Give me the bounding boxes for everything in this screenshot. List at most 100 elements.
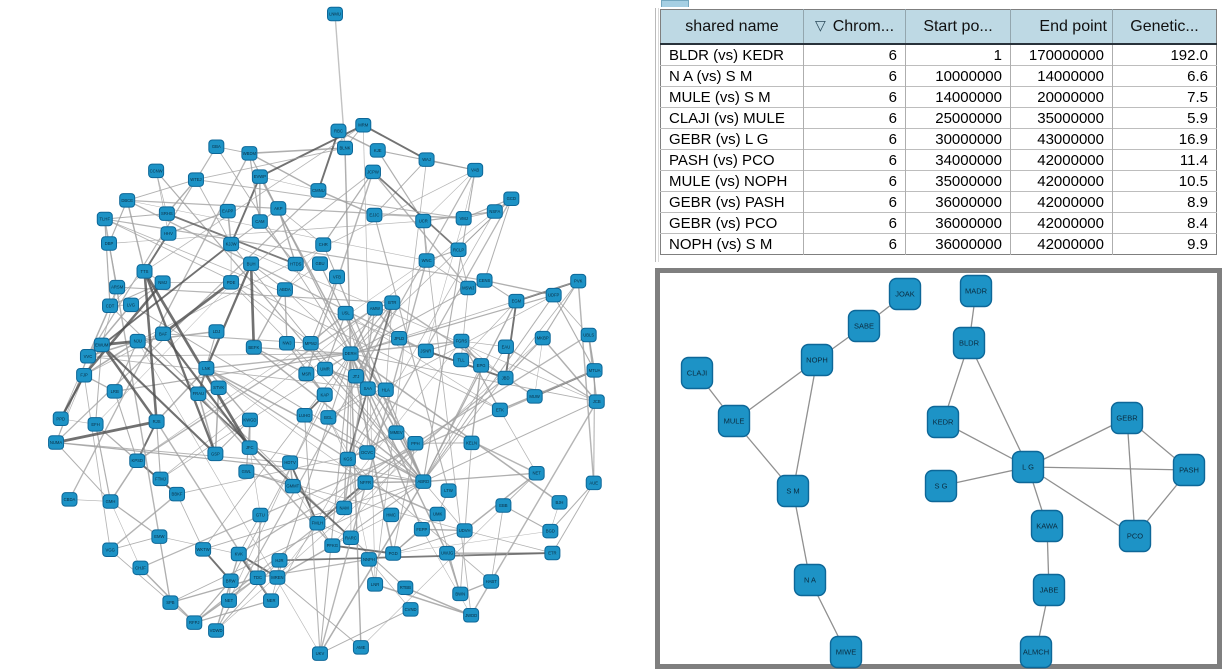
column-header-0[interactable]: shared name [660,9,804,45]
overview-node-CMNU[interactable]: CMNU [310,183,327,198]
table-tab-stub[interactable] [661,0,689,7]
overview-node-EVWP[interactable]: EVWP [251,169,268,184]
overview-node-BGD[interactable]: BGD [542,523,559,539]
overview-node-FJP[interactable]: FJP [76,367,93,383]
table-row[interactable]: MULE (vs) S M 6 14000000 20000000 7.5 [660,86,1217,108]
overview-node-CAM[interactable]: CAM [251,214,268,229]
overview-node-MPMJ[interactable]: MPMJ [302,336,319,351]
overview-node-FTMJ[interactable]: FTMJ [152,471,169,487]
overview-node-EGM[interactable]: EGM [508,293,525,309]
detail-node-MULE[interactable]: MULE [717,404,751,438]
overview-node-NNPH[interactable]: NNPH [360,552,377,567]
overview-node-DERH[interactable]: DERH [342,346,359,361]
overview-node-KJE[interactable]: KJE [369,143,386,158]
overview-node-PGD[interactable]: PGD [385,546,402,561]
column-header-3[interactable]: End point [1010,9,1113,45]
overview-node-GBU[interactable]: GBU [311,256,328,271]
overview-node-TLL[interactable]: TLL [453,352,470,368]
overview-node-GMH[interactable]: GMH [102,494,119,509]
overview-node-WAJ[interactable]: WAJ [418,152,435,167]
overview-node-KWGD[interactable]: KWGD [241,412,258,428]
table-row[interactable]: BLDR (vs) KEDR 6 1 170000000 192.0 [660,43,1217,66]
overview-node-FMLH[interactable]: FMLH [309,515,326,531]
overview-node-GTU[interactable]: GTU [252,507,269,523]
detail-node-PCO[interactable]: PCO [1118,519,1152,553]
overview-node-PPH[interactable]: PPH [407,436,424,451]
overview-node-LUHG[interactable]: LUHG [296,407,313,423]
overview-node-MTUA[interactable]: MTUA [586,363,603,378]
overview-node-MRM[interactable]: MRM [355,117,372,133]
overview-node-LDJ[interactable]: LDJ [208,324,225,339]
overview-node-VAB[interactable]: VAB [467,162,484,178]
overview-node-GCD[interactable]: GCD [503,191,520,206]
overview-node-WKTW[interactable]: WKTW [195,542,212,557]
overview-node-PDE[interactable]: PDE [223,275,240,290]
overview-node-AME[interactable]: AME [352,640,369,655]
overview-node-PVK[interactable]: PVK [570,273,587,289]
overview-node-NER[interactable]: NER [263,593,280,608]
overview-node-NAM[interactable]: NAM [336,500,353,516]
overview-node-CHJF[interactable]: CHJF [132,560,149,576]
overview-node-MMEV[interactable]: MMEV [388,425,405,440]
overview-node-LNR[interactable]: LNR [367,577,384,592]
overview-node-NWJ[interactable]: NWJ [278,335,295,351]
filter-sort-icon[interactable]: ▽ [814,16,826,33]
overview-node-PFKG[interactable]: PFKG [324,538,341,553]
overview-node-SRHS[interactable]: SRHS [158,206,175,221]
overview-node-EJJC[interactable]: EJJC [366,207,383,223]
overview-node-UMK[interactable]: UMK [429,506,446,522]
overview-node-PPD[interactable]: PPD [52,411,69,427]
overview-node-CHR[interactable]: CHR [315,237,332,252]
overview-node-NJU[interactable]: NJU [129,333,146,349]
overview-node-FGRS[interactable]: FGRS [453,333,470,349]
detail-node-LG[interactable]: L G [1011,450,1045,484]
detail-node-NA[interactable]: N A [793,563,827,597]
detail-node-ALMCH[interactable]: ALMCH [1019,635,1053,669]
table-row[interactable]: CLAJI (vs) MULE 6 25000000 35000000 5.9 [660,107,1217,129]
overview-node-EFH[interactable]: EFH [87,417,104,432]
overview-node-LTW[interactable]: LTW [440,483,457,498]
overview-node-HHV[interactable]: HHV [160,226,177,241]
overview-node-WTEJ[interactable]: WTEJ [187,172,204,187]
overview-node-BTR[interactable]: BTR [384,295,401,310]
detail-node-CLAJI[interactable]: CLAJI [680,356,714,390]
table-row[interactable]: MULE (vs) NOPH 6 35000000 42000000 10.5 [660,170,1217,192]
overview-node-AMW[interactable]: AMW [366,301,383,316]
overview-node-WBDM[interactable]: WBDM [241,146,258,161]
overview-node-HLA[interactable]: HLA [377,382,394,398]
overview-node-ABDA[interactable]: ABDA [276,282,293,297]
overview-node-ETK[interactable]: ETK [491,402,508,418]
detail-node-NOPH[interactable]: NOPH [800,343,834,377]
detail-node-KEDR[interactable]: KEDR [926,405,960,439]
overview-node-GWL[interactable]: GWL [238,464,255,479]
overview-node-FEPP[interactable]: FEPP [413,522,430,537]
overview-node-GMMT[interactable]: GMMT [284,478,301,494]
overview-node-AUE[interactable]: AUE [585,475,602,491]
detail-node-PASH[interactable]: PASH [1172,453,1206,487]
overview-node-BRW[interactable]: BRW [222,573,239,588]
overview-node-UDVH[interactable]: UDVH [456,523,473,538]
overview-node-JPLD[interactable]: JPLD [391,331,408,346]
overview-node-DCVC[interactable]: DCVC [359,445,376,460]
overview-node-TTS[interactable]: TTS [136,264,153,279]
overview-node-TDC[interactable]: TDC [249,570,266,585]
table-row[interactable]: GEBR (vs) PCO 6 36000000 42000000 8.4 [660,212,1217,234]
overview-node-RTBB[interactable]: RTBB [397,580,414,595]
detail-node-SG[interactable]: S G [924,469,958,503]
overview-node-EAPP[interactable]: EAPP [219,203,236,219]
overview-node-HDTV[interactable]: HDTV [282,455,299,470]
overview-node-BGL[interactable]: BGL [320,410,337,425]
overview-node-BUH[interactable]: BUH [243,256,260,272]
overview-node-TLHF[interactable]: TLHF [96,211,113,227]
overview-node-KPSD[interactable]: KPSD [129,453,146,468]
detail-node-GEBR[interactable]: GEBR [1110,401,1144,435]
overview-node-MKBP[interactable]: MKBP [534,330,551,346]
overview-node-HJR[interactable]: HJR [271,553,288,568]
detail-node-SM[interactable]: S M [776,474,810,508]
overview-node-ETR[interactable]: ETR [544,545,561,561]
overview-node-LNMU[interactable]: LNMU [327,6,343,22]
overview-node-LRB[interactable]: LRB [106,384,123,399]
overview-node-KVK[interactable]: KVK [230,546,247,562]
overview-node-RJS[interactable]: RJS [148,414,165,429]
overview-node-BEFK[interactable]: BEFK [245,340,262,355]
